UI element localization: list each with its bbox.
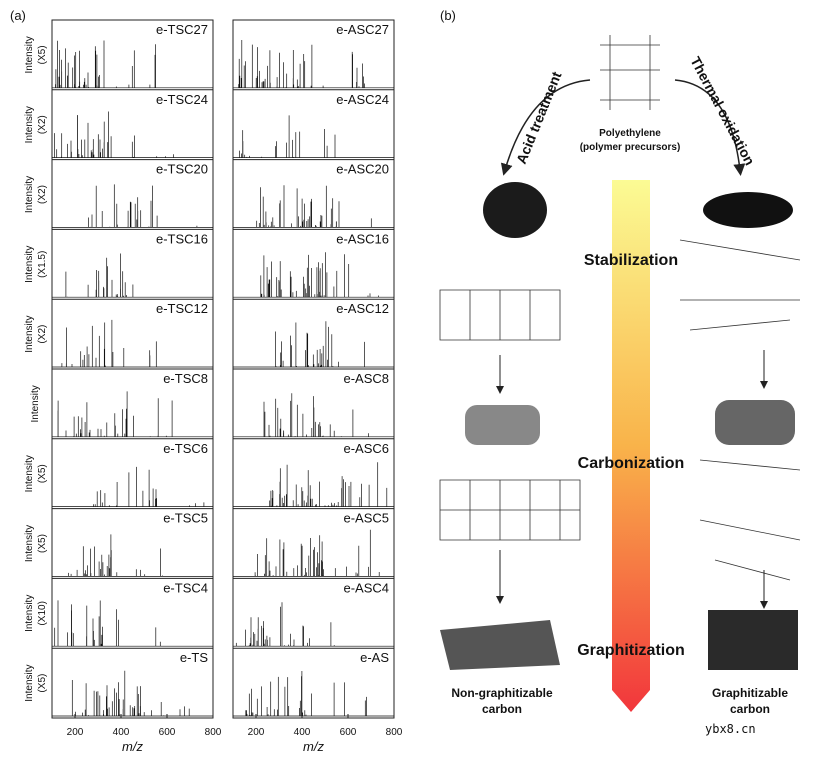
spectrum-label: e-TSC12 <box>156 301 208 316</box>
product-label: carbon <box>730 702 770 716</box>
spectrum <box>233 602 394 647</box>
spectrum-label: e-ASC8 <box>343 371 389 386</box>
spectrum <box>233 393 394 438</box>
y-label: Intensity <box>24 315 35 352</box>
route-label: Thermal oxidation <box>687 54 758 168</box>
sample-image <box>440 620 560 670</box>
sample-image <box>465 405 540 445</box>
spectrum <box>52 600 213 647</box>
sample-image <box>715 400 795 445</box>
sample-image <box>708 610 798 670</box>
spectrum <box>233 115 394 158</box>
precursor: Polyethylene <box>599 128 661 139</box>
molecule <box>439 239 801 581</box>
spectrum <box>233 529 394 577</box>
panel-label: (a) <box>10 8 26 23</box>
x-axis-label: m/z <box>303 739 324 754</box>
spectrum <box>52 319 213 368</box>
y-label: Intensity <box>24 595 35 632</box>
spectrum-label: e-ASC5 <box>343 511 389 526</box>
spectrum <box>52 670 213 717</box>
polymer-sketch <box>600 35 660 110</box>
y-scale: (X5) <box>37 674 48 693</box>
spectrum-label: e-ASC20 <box>336 162 389 177</box>
y-label: Intensity <box>24 455 35 492</box>
spectrum <box>233 671 394 717</box>
y-scale: (X5) <box>37 45 48 64</box>
spectrum <box>52 466 213 507</box>
spectrum-label: e-ASC16 <box>336 231 389 246</box>
y-scale: (X1.5) <box>37 251 48 278</box>
x-tick-label: 800 <box>386 727 403 738</box>
spectrum-label: e-ASC6 <box>343 441 389 456</box>
spectrum <box>52 184 213 228</box>
y-label: Intensity <box>24 176 35 213</box>
spectrum-label: e-ASC27 <box>336 22 389 37</box>
arrow <box>674 79 746 176</box>
spectrum <box>233 40 394 89</box>
stage: Graphitization <box>577 642 685 659</box>
spectrum-label: e-ASC12 <box>336 301 389 316</box>
y-label: Intensity <box>24 106 35 143</box>
stage: Carbonization <box>578 455 685 472</box>
y-label: Intensity <box>24 36 35 73</box>
watermark: ybx8.cn <box>705 722 756 736</box>
product-label: Non-graphitizable <box>451 686 553 700</box>
x-tick-label: 600 <box>159 727 176 738</box>
x-tick-label: 200 <box>248 727 265 738</box>
arrow <box>500 79 591 176</box>
y-scale: (X2) <box>37 185 48 204</box>
spectrum <box>233 185 394 228</box>
product-label: carbon <box>482 702 522 716</box>
spectrum-label: e-TSC24 <box>156 92 208 107</box>
spectrum <box>52 253 213 298</box>
spectrum-label: e-TS <box>180 650 209 665</box>
spectrum-label: e-ASC4 <box>343 580 389 595</box>
spectrum-label: e-ASC24 <box>336 92 389 107</box>
y-scale: (X2) <box>37 325 48 344</box>
sample-image <box>483 182 547 238</box>
spectrum-label: e-TSC4 <box>163 580 208 595</box>
x-tick-label: 200 <box>67 727 84 738</box>
spectrum-label: e-TSC5 <box>163 511 208 526</box>
y-label: Intensity <box>24 246 35 283</box>
y-scale: (X10) <box>37 601 48 625</box>
spectrum-label: e-AS <box>360 650 389 665</box>
spectrum-label: e-TSC20 <box>156 162 208 177</box>
spectrum-label: e-TSC16 <box>156 231 208 246</box>
route-label: Acid treatment <box>513 69 565 166</box>
sample-image <box>703 192 793 228</box>
x-tick-label: 800 <box>205 727 222 738</box>
stage: Stabilization <box>584 252 678 269</box>
spectrum <box>233 252 394 298</box>
spectrum <box>52 534 213 577</box>
spectrum <box>233 321 394 368</box>
spectrum-label: e-TSC27 <box>156 22 208 37</box>
y-label: Intensity <box>30 385 41 422</box>
x-tick-label: 400 <box>294 727 311 738</box>
spectrum-label: e-TSC6 <box>163 441 208 456</box>
product-label: Graphitizable <box>712 686 788 700</box>
spectrum <box>52 111 213 158</box>
x-tick-label: 600 <box>340 727 357 738</box>
x-tick-label: 400 <box>113 727 130 738</box>
spectrum <box>233 462 394 507</box>
panel-label: (b) <box>440 8 456 23</box>
spectrum <box>52 391 213 438</box>
spectrum-label: e-TSC8 <box>163 371 208 386</box>
x-axis-label: m/z <box>122 739 143 754</box>
precursor: (polymer precursors) <box>580 142 681 153</box>
y-label: Intensity <box>24 525 35 562</box>
spectrum <box>52 40 213 89</box>
gradient-arrow <box>612 180 650 712</box>
y-scale: (X2) <box>37 115 48 134</box>
y-scale: (X5) <box>37 534 48 553</box>
y-label: Intensity <box>24 664 35 701</box>
y-scale: (X5) <box>37 464 48 483</box>
